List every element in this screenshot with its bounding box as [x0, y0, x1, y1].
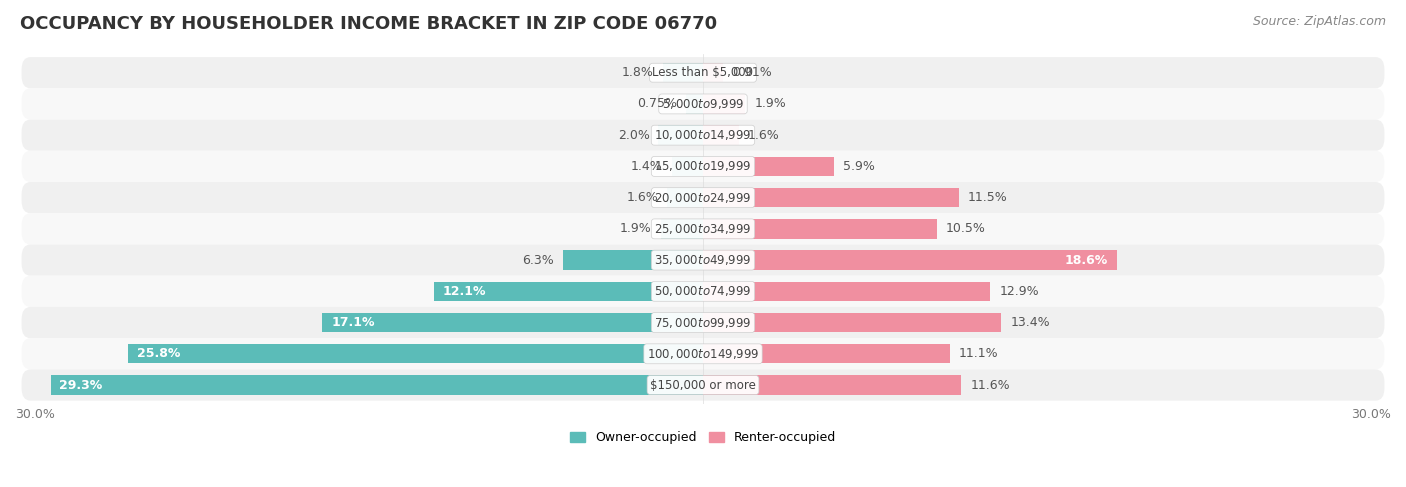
FancyBboxPatch shape	[21, 307, 1385, 338]
Text: 11.1%: 11.1%	[959, 347, 998, 360]
Text: $20,000 to $24,999: $20,000 to $24,999	[654, 190, 752, 205]
FancyBboxPatch shape	[21, 151, 1385, 182]
Text: 1.9%: 1.9%	[620, 223, 652, 235]
Text: 12.1%: 12.1%	[443, 285, 486, 298]
Bar	[672, 157, 703, 176]
Text: 25.8%: 25.8%	[138, 347, 181, 360]
Text: 11.6%: 11.6%	[970, 378, 1010, 392]
Text: 1.8%: 1.8%	[621, 66, 654, 79]
Text: 1.6%: 1.6%	[627, 191, 658, 204]
Bar	[703, 188, 959, 207]
Text: $15,000 to $19,999: $15,000 to $19,999	[654, 159, 752, 173]
Bar	[433, 281, 703, 301]
FancyBboxPatch shape	[21, 119, 1385, 151]
Text: $75,000 to $99,999: $75,000 to $99,999	[654, 316, 752, 330]
Text: 11.5%: 11.5%	[967, 191, 1008, 204]
Text: 12.9%: 12.9%	[1000, 285, 1039, 298]
FancyBboxPatch shape	[21, 182, 1385, 213]
Bar	[703, 313, 1001, 332]
Text: 1.9%: 1.9%	[754, 97, 786, 111]
Bar	[703, 63, 723, 82]
Text: 6.3%: 6.3%	[522, 254, 554, 266]
Text: $25,000 to $34,999: $25,000 to $34,999	[654, 222, 752, 236]
FancyBboxPatch shape	[21, 57, 1385, 88]
Text: 0.75%: 0.75%	[637, 97, 678, 111]
Bar	[703, 281, 990, 301]
Text: Source: ZipAtlas.com: Source: ZipAtlas.com	[1253, 15, 1386, 28]
Legend: Owner-occupied, Renter-occupied: Owner-occupied, Renter-occupied	[565, 426, 841, 449]
Bar	[703, 94, 745, 113]
Text: 18.6%: 18.6%	[1064, 254, 1108, 266]
Bar	[128, 344, 703, 363]
Text: $150,000 or more: $150,000 or more	[650, 378, 756, 392]
Text: 2.0%: 2.0%	[617, 129, 650, 142]
FancyBboxPatch shape	[21, 244, 1385, 276]
Bar	[658, 126, 703, 145]
Text: 29.3%: 29.3%	[59, 378, 103, 392]
Bar	[703, 157, 834, 176]
Bar	[703, 126, 738, 145]
Bar	[703, 375, 962, 395]
Text: $50,000 to $74,999: $50,000 to $74,999	[654, 284, 752, 299]
Bar	[703, 250, 1118, 270]
Bar	[668, 188, 703, 207]
Bar	[51, 375, 703, 395]
Text: 1.4%: 1.4%	[631, 160, 662, 173]
FancyBboxPatch shape	[21, 370, 1385, 401]
Bar	[703, 344, 950, 363]
Text: OCCUPANCY BY HOUSEHOLDER INCOME BRACKET IN ZIP CODE 06770: OCCUPANCY BY HOUSEHOLDER INCOME BRACKET …	[20, 15, 717, 33]
Text: $35,000 to $49,999: $35,000 to $49,999	[654, 253, 752, 267]
Text: 13.4%: 13.4%	[1011, 316, 1050, 329]
FancyBboxPatch shape	[21, 276, 1385, 307]
Text: $5,000 to $9,999: $5,000 to $9,999	[662, 97, 744, 111]
FancyBboxPatch shape	[21, 213, 1385, 244]
Bar	[661, 219, 703, 239]
Text: $100,000 to $149,999: $100,000 to $149,999	[647, 347, 759, 361]
Bar	[703, 219, 936, 239]
Text: $10,000 to $14,999: $10,000 to $14,999	[654, 128, 752, 142]
Bar	[686, 94, 703, 113]
Text: 1.6%: 1.6%	[748, 129, 779, 142]
Bar	[662, 63, 703, 82]
Text: 0.91%: 0.91%	[733, 66, 772, 79]
FancyBboxPatch shape	[21, 88, 1385, 119]
Text: 10.5%: 10.5%	[946, 223, 986, 235]
Bar	[322, 313, 703, 332]
Text: 17.1%: 17.1%	[330, 316, 374, 329]
Text: Less than $5,000: Less than $5,000	[652, 66, 754, 79]
Bar	[562, 250, 703, 270]
Text: 5.9%: 5.9%	[844, 160, 875, 173]
FancyBboxPatch shape	[21, 338, 1385, 370]
